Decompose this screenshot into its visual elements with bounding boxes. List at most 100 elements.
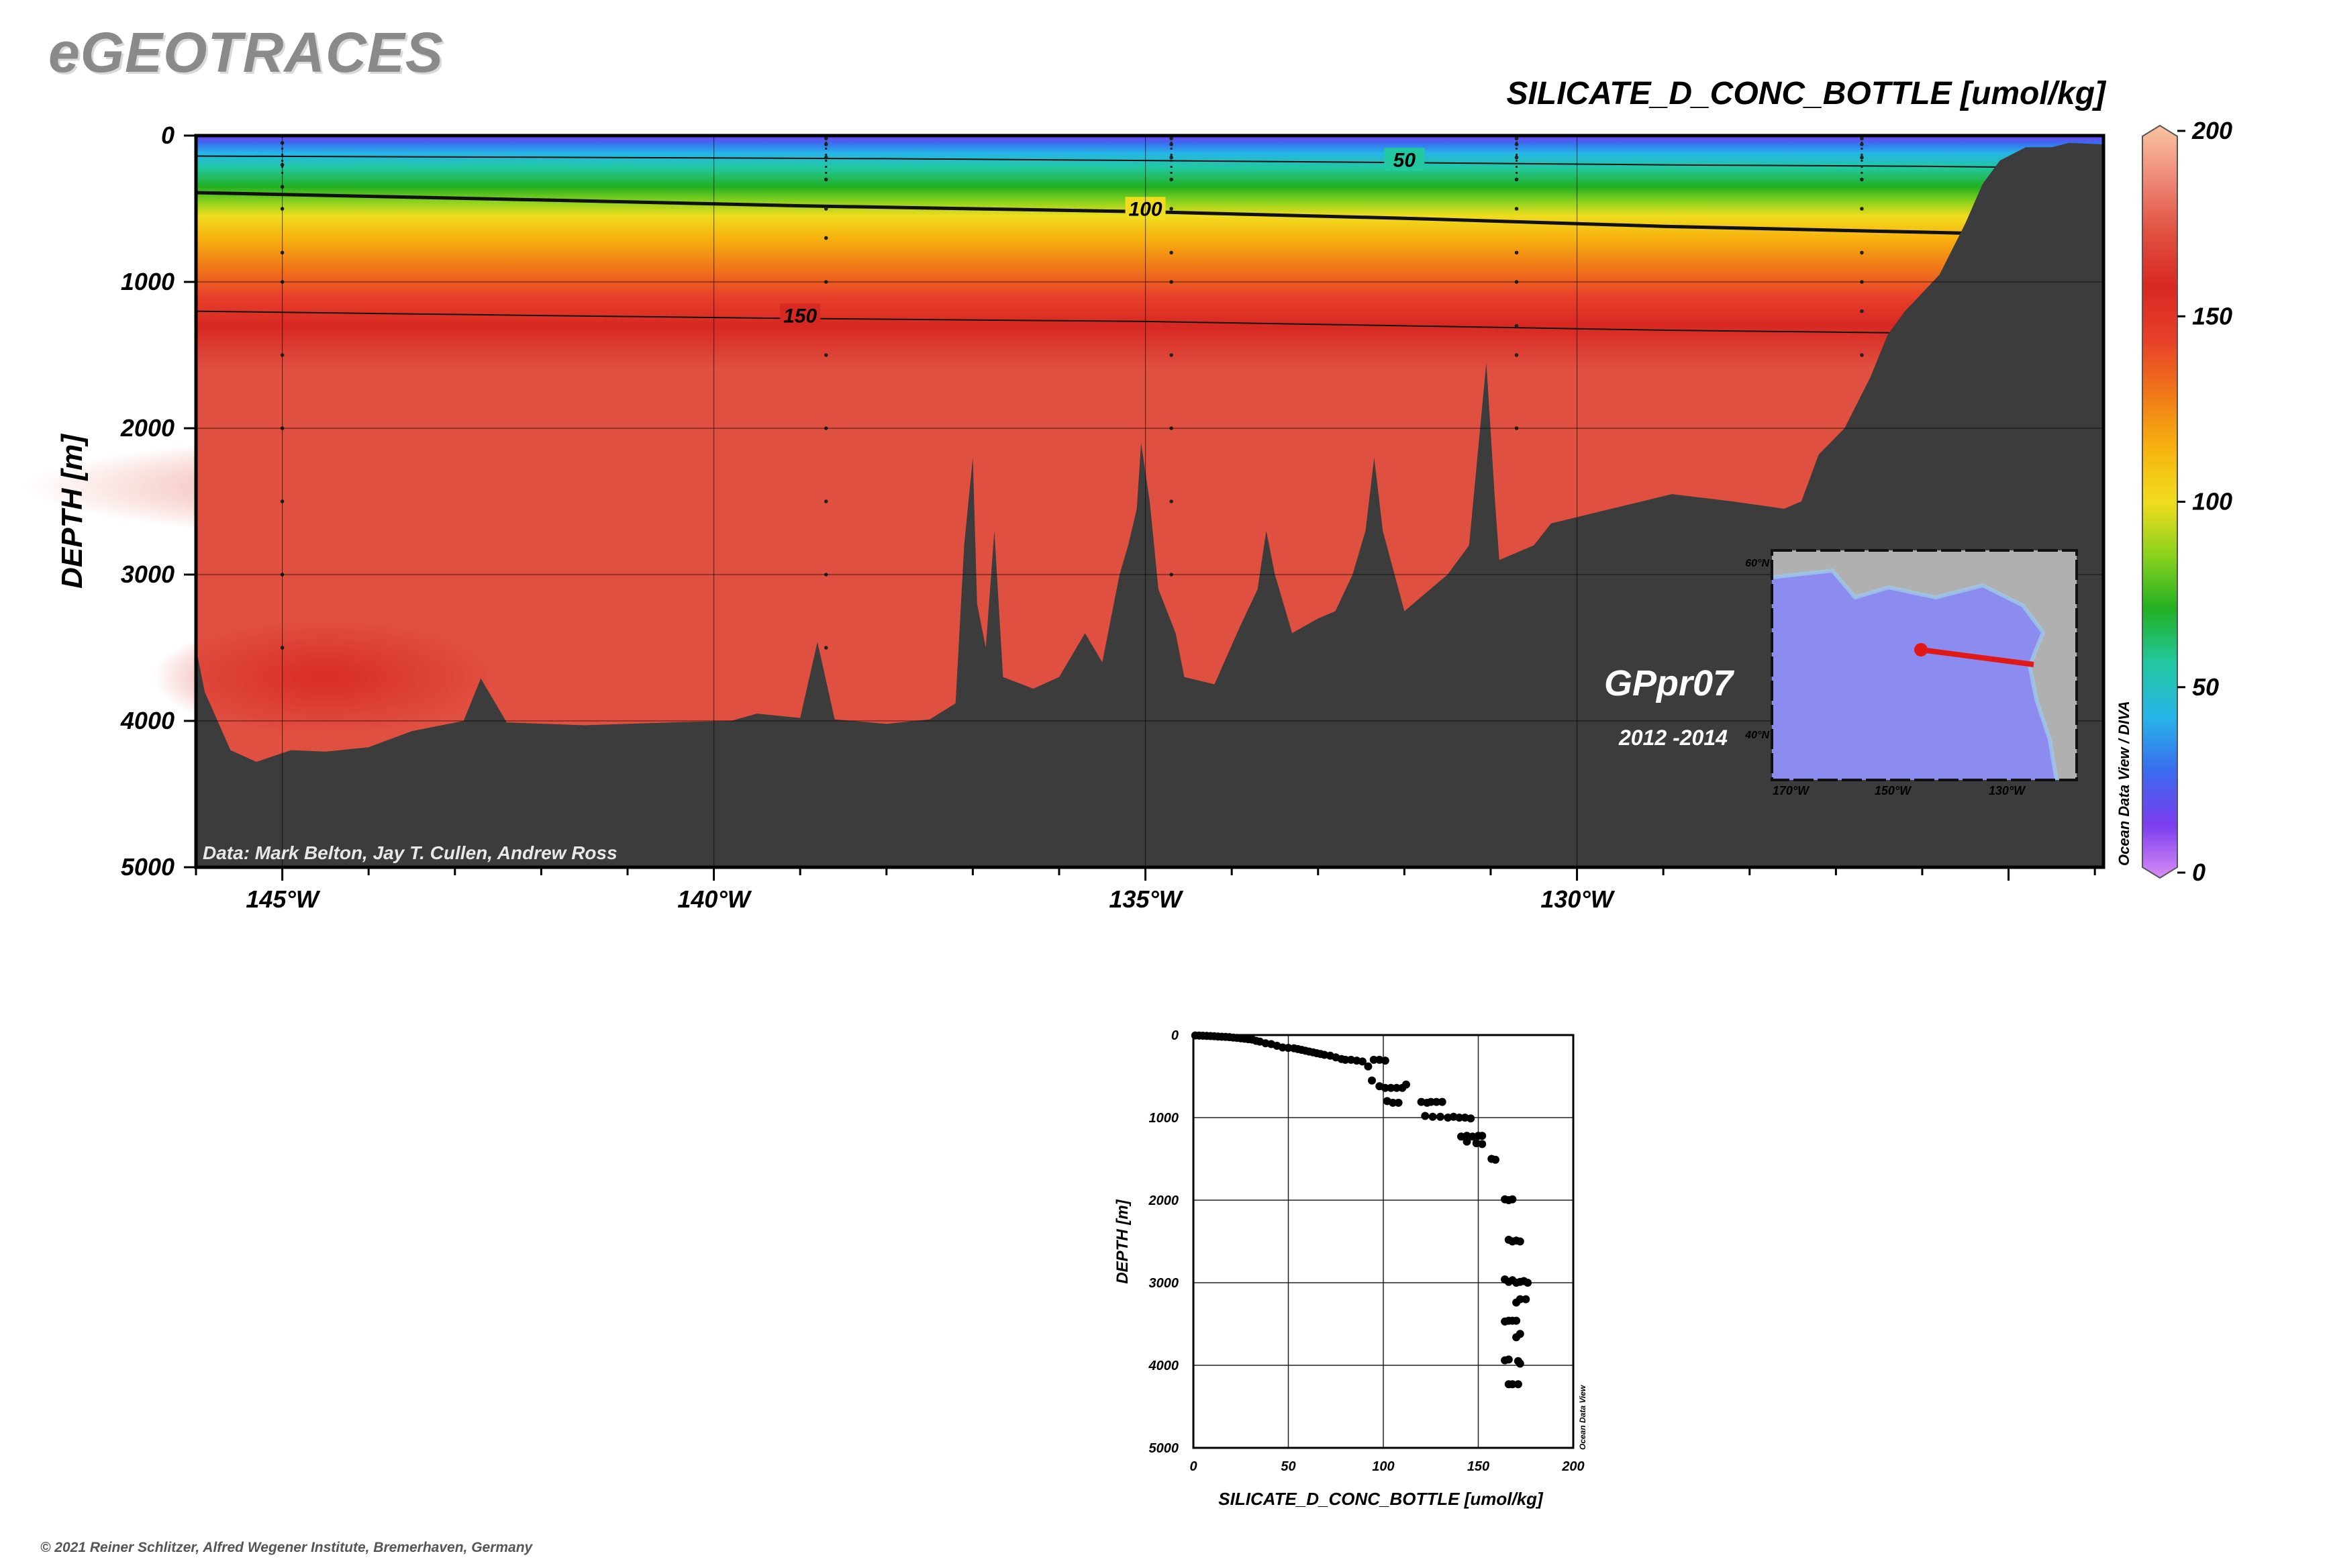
profile-frame (1192, 1034, 1575, 1449)
profile-point (1501, 1317, 1509, 1326)
station-sample (1860, 309, 1864, 313)
station-sample (1514, 250, 1519, 255)
profile-point (1463, 1137, 1471, 1146)
profile-point (1438, 1097, 1446, 1106)
section-frame (194, 134, 2106, 869)
profile-y-tick-label: 2000 (1148, 1193, 1179, 1208)
station-sample (1514, 353, 1519, 357)
station-sample (1169, 155, 1173, 160)
inset-shelf (1771, 568, 2059, 781)
profile-point (1402, 1080, 1410, 1089)
inset-track-line (1920, 647, 2034, 667)
profile-x-axis-label: SILICATE_D_CONC_BOTTLE [umol/kg] (1218, 1489, 1544, 1509)
contour-label-bg-150 (780, 303, 821, 327)
contour-line-100 (195, 191, 2044, 237)
profile-point (1512, 1298, 1521, 1307)
cruise-years-label: 2012 -2014 (1618, 726, 1728, 750)
colorbar-tick-label: 200 (2191, 117, 2232, 144)
profile-point (1467, 1114, 1475, 1123)
station-sample (1860, 250, 1864, 255)
y-tick-label: 5000 (121, 853, 175, 881)
profile-side-label: Ocean Data View (1578, 1385, 1587, 1450)
colorbar-tick-label: 100 (2192, 488, 2232, 516)
profile-point (1392, 1083, 1401, 1092)
profile-point (1279, 1043, 1287, 1052)
x-tick-label: 140°W (677, 885, 752, 913)
station-sample (824, 155, 828, 160)
profile-point (1491, 1155, 1499, 1164)
profile-point (1436, 1112, 1444, 1121)
y-tick-label: 4000 (120, 707, 175, 734)
profile-y-tick-label: 1000 (1149, 1111, 1179, 1126)
profile-point (1508, 1195, 1517, 1204)
inset-track-start (1914, 643, 1928, 656)
inset-x-tick-label: 170°W (1773, 784, 1810, 797)
profile-point (1524, 1279, 1532, 1287)
profile-y-tick-label: 0 (1171, 1028, 1179, 1043)
section-title: SILICATE_D_CONC_BOTTLE [umol/kg] (1506, 76, 2106, 111)
station-sample (1860, 177, 1864, 182)
profile-x-tick-label: 100 (1372, 1459, 1394, 1474)
x-tick-label: 135°W (1109, 885, 1183, 913)
profile-x-tick-label: 50 (1281, 1459, 1295, 1474)
station-sample (1514, 155, 1519, 160)
profile-x-tick-label: 150 (1467, 1459, 1489, 1474)
profile-point (1455, 1114, 1464, 1122)
y-tick-label: 2000 (120, 414, 175, 442)
profile-point (1389, 1098, 1397, 1107)
inset-x-tick-label: 130°W (1989, 784, 2026, 797)
station-sample (824, 353, 828, 357)
station-sample (1514, 136, 1519, 141)
station-sample (1169, 499, 1173, 503)
profile-point (1381, 1057, 1389, 1065)
profile-point (1394, 1098, 1403, 1107)
station-sample (1860, 142, 1864, 146)
inset-frame (1771, 549, 2078, 781)
profile-point (1512, 1333, 1521, 1342)
profile-point (1478, 1132, 1487, 1140)
station-sample (1169, 136, 1173, 141)
brand-logo-text: eGEOTRACES (48, 21, 444, 84)
contour-label-bg-50 (1384, 148, 1425, 171)
contour-label-150: 150 (783, 305, 817, 328)
station-sample (1514, 142, 1519, 146)
contour-line-150 (195, 310, 2061, 336)
profile-y-tick-label: 5000 (1149, 1441, 1179, 1456)
station-sample (1514, 207, 1519, 211)
contour-label-50: 50 (1393, 149, 1416, 171)
station-sample (824, 646, 828, 650)
odv-side-label: Ocean Data View / DIVA (2116, 701, 2132, 866)
profile-point (1387, 1083, 1395, 1092)
station-sample (1860, 155, 1864, 160)
station-sample (824, 499, 828, 503)
profile-point (1432, 1097, 1441, 1106)
colorbar (2142, 124, 2178, 879)
profile-y-tick-label: 4000 (1148, 1359, 1179, 1373)
silicate-maximum-patch (23, 428, 1146, 546)
bathymetry-fill (196, 142, 2103, 867)
profile-y-axis-label: DEPTH [m] (1113, 1199, 1132, 1283)
profile-point (1381, 1083, 1389, 1092)
profile-point (1514, 1380, 1522, 1389)
profile-point (1364, 1062, 1373, 1071)
y-tick-label: 1000 (121, 268, 175, 295)
inset-y-tick-label: 40°N (1744, 730, 1769, 741)
colorbar-tick-label: 50 (2192, 673, 2219, 701)
x-tick-label: 145°W (246, 885, 320, 913)
profile-y-tick-label: 3000 (1149, 1276, 1179, 1291)
station-sample (1860, 207, 1864, 211)
station-sample (1514, 324, 1519, 328)
inset-y-tick-label: 60°N (1745, 558, 1769, 569)
station-sample (1169, 142, 1173, 146)
profile-x-tick-label: 200 (1561, 1459, 1584, 1474)
profile-point (1478, 1140, 1487, 1148)
profile-point (1512, 1316, 1521, 1325)
profile-point (1369, 1055, 1378, 1064)
profile-point (1508, 1380, 1517, 1389)
inset-x-tick-label: 150°W (1875, 784, 1912, 797)
data-credit-label: Data: Mark Belton, Jay T. Cullen, Andrew… (203, 842, 617, 863)
cruise-label: GPpr07 (1604, 663, 1735, 703)
profile-point (1284, 1044, 1293, 1052)
